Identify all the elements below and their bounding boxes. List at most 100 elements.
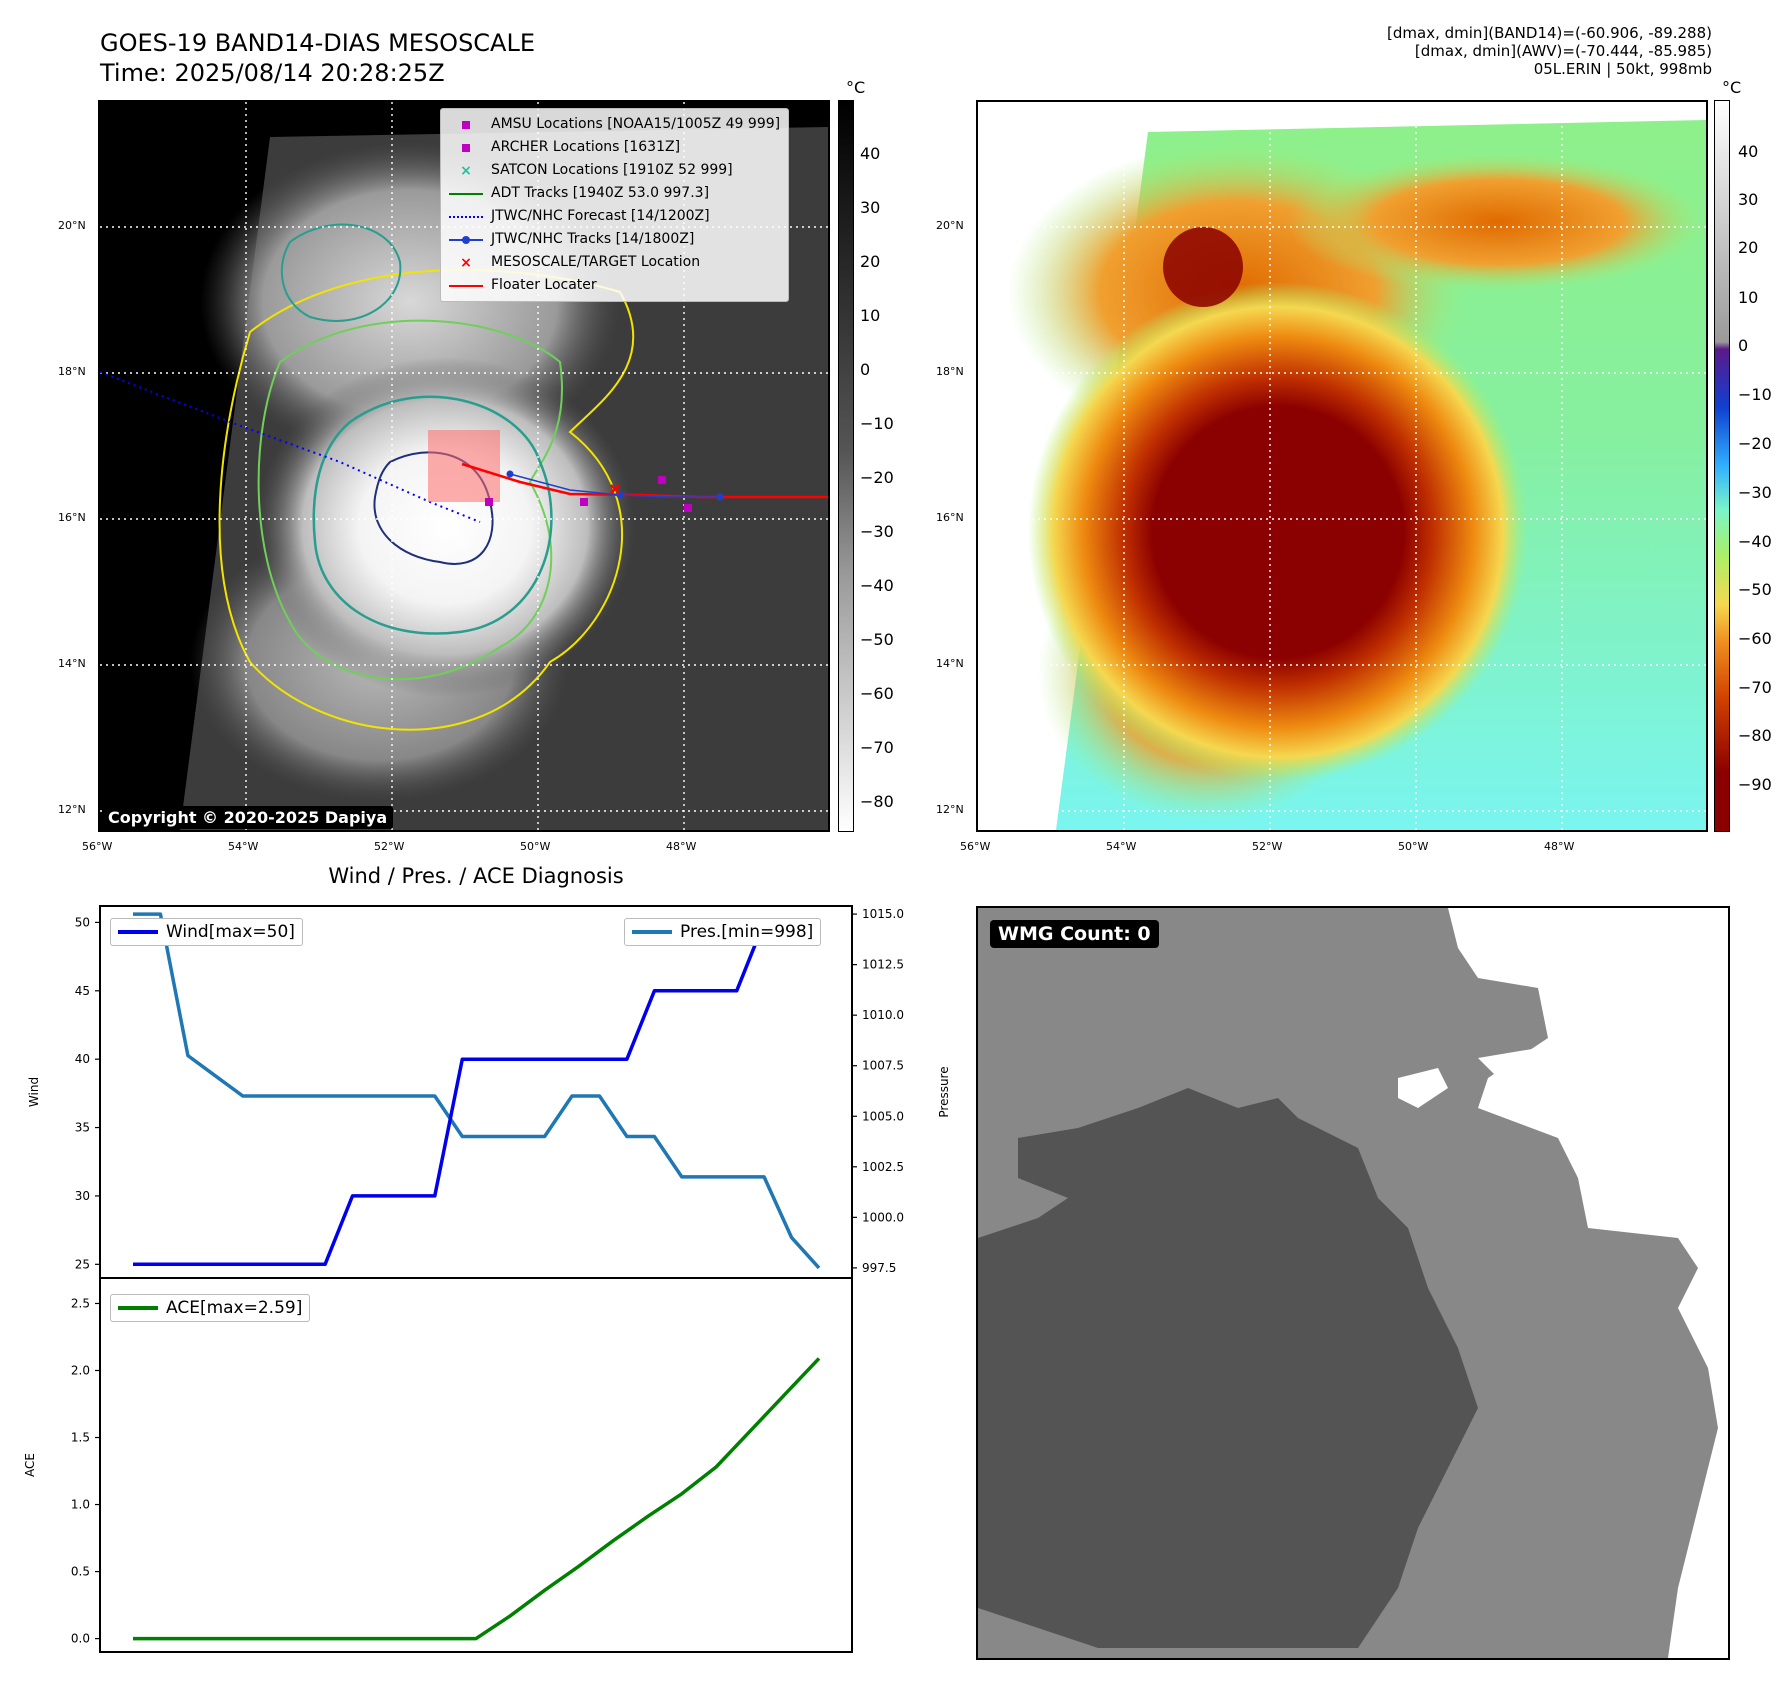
colorbar-left-tick: 0 (860, 360, 871, 379)
lon-label: 56°W (960, 840, 991, 853)
mesoscale-box (428, 430, 500, 502)
colorbar-right-tick: −10 (1738, 385, 1772, 404)
title-line-2: Time: 2025/08/14 20:28:25Z (100, 59, 445, 87)
enhanced-ir-image (978, 102, 1706, 830)
colorbar-right-tick: 30 (1738, 190, 1759, 209)
wmg-dark-region (978, 1088, 1478, 1648)
colorbar-left-unit: °C (846, 78, 866, 97)
lon-label: 50°W (520, 840, 551, 853)
colorbar-right-tick: −70 (1738, 678, 1772, 697)
colorbar-left-tick: −50 (860, 630, 894, 649)
stats-block: [dmax, dmin](BAND14)=(-60.906, -89.288) … (1387, 24, 1712, 78)
archer-marker (658, 476, 666, 484)
northern-cold-spot (1163, 227, 1243, 307)
title-line-1: GOES-19 BAND14-DIAS MESOSCALE (100, 29, 536, 57)
colorbar-left-tick: −20 (860, 468, 894, 487)
legend-label: JTWC/NHC Forecast [14/1200Z] (491, 208, 710, 224)
pressure-axis-title: Pressure (937, 1066, 951, 1117)
map-legend: AMSU Locations [NOAA15/1005Z 49 999] ARC… (440, 108, 790, 302)
ace-legend-line-icon (118, 1306, 158, 1310)
colorbar-right (1714, 100, 1730, 832)
lon-label: 52°W (374, 840, 405, 853)
legend-item-satcon: × SATCON Locations [1910Z 52 999] (449, 159, 780, 182)
ace-axis-title: ACE (23, 1453, 37, 1477)
legend-label: Floater Locater (491, 277, 597, 293)
wmg-panel: WMG Count: 0 (976, 906, 1730, 1660)
pressure-legend-label: Pres.[min=998] (680, 922, 814, 942)
ace-tick-label: 0.0 (71, 1632, 90, 1646)
square-marker-icon (449, 118, 483, 132)
legend-item-target: × MESOSCALE/TARGET Location (449, 251, 780, 274)
colorbar-left-tick: −80 (860, 792, 894, 811)
pressure-tick-label: 997.5 (862, 1261, 896, 1275)
pressure-tick-label: 1007.5 (862, 1059, 904, 1073)
dotted-line-icon (449, 210, 483, 224)
colorbar-right-tick: −60 (1738, 629, 1772, 648)
colorbar-left-tick: 10 (860, 306, 881, 325)
stats-line-1: [dmax, dmin](BAND14)=(-60.906, -89.288) (1387, 24, 1712, 42)
colorbar-left-tick: 30 (860, 198, 881, 217)
ace-frame (99, 1277, 853, 1653)
lat-label: 14°N (936, 657, 964, 670)
lon-label: 50°W (1398, 840, 1429, 853)
lon-label: 48°W (666, 840, 697, 853)
colorbar-right-unit: °C (1722, 78, 1742, 97)
legend-label: ARCHER Locations [1631Z] (491, 139, 681, 155)
pressure-legend: Pres.[min=998] (624, 918, 822, 946)
legend-item-amsu: AMSU Locations [NOAA15/1005Z 49 999] (449, 113, 780, 136)
colorbar-right-tick: 40 (1738, 142, 1759, 161)
pressure-tick-label: 1002.5 (862, 1160, 904, 1174)
lon-label: 48°W (1544, 840, 1575, 853)
x-marker-icon: × (460, 254, 472, 271)
storm-core (255, 357, 635, 697)
colorbar-right-tick: −20 (1738, 434, 1772, 453)
colorbar-left-tick: 40 (860, 144, 881, 163)
lat-label: 20°N (58, 219, 86, 232)
colorbar-right-tick: −90 (1738, 775, 1772, 794)
legend-item-forecast: JTWC/NHC Forecast [14/1200Z] (449, 205, 780, 228)
lat-label: 18°N (936, 365, 964, 378)
wmg-clear-gap (1398, 1068, 1448, 1108)
pressure-legend-line-icon (632, 930, 672, 934)
ace-tick-label: 1.5 (71, 1431, 90, 1445)
colorbar-left-tick: −70 (860, 738, 894, 757)
pressure-series-line (133, 912, 821, 1270)
satellite-ir-panel: AMSU Locations [NOAA15/1005Z 49 999] ARC… (98, 100, 830, 832)
gridlines (978, 102, 1706, 830)
diagnosis-title: Wind / Pres. / ACE Diagnosis (328, 864, 624, 888)
enhanced-ir-panel (976, 100, 1708, 832)
legend-item-tracks: JTWC/NHC Tracks [14/1800Z] (449, 228, 780, 251)
wmg-count-badge: WMG Count: 0 (990, 920, 1159, 948)
colorbar-left (838, 100, 854, 832)
colorbar-left-tick: 20 (860, 252, 881, 271)
lat-label: 16°N (58, 511, 86, 524)
wind-tick-label: 25 (75, 1257, 90, 1271)
wind-tick-label: 45 (75, 984, 90, 998)
contour-teal-north (280, 223, 402, 322)
ace-tick-label: 1.0 (71, 1498, 90, 1512)
lon-label: 52°W (1252, 840, 1283, 853)
amsu-marker (580, 498, 588, 506)
archer-marker (684, 504, 692, 512)
pressure-tick-label: 1015.0 (862, 907, 904, 921)
ace-series-line (133, 1357, 821, 1641)
pressure-tick-label: 1005.0 (862, 1109, 904, 1123)
diagnosis-chart: 50 45 40 35 30 25 1015.0 1012.5 1010.0 1007.5 1005… (23, 905, 951, 1653)
wind-tick-label: 30 (75, 1189, 90, 1203)
lat-label: 12°N (58, 803, 86, 816)
track-point (506, 470, 514, 478)
forecast-track (100, 371, 481, 523)
lat-label: 20°N (936, 219, 964, 232)
colorbar-right-tick: −80 (1738, 726, 1772, 745)
colorbar-right-tick: 0 (1738, 336, 1749, 355)
dot-line-icon (449, 233, 483, 247)
colorbar-left-tick: −10 (860, 414, 894, 433)
stats-line-3: 05L.ERIN | 50kt, 998mb (1533, 60, 1712, 78)
lat-label: 12°N (936, 803, 964, 816)
northern-band (1288, 152, 1706, 292)
colorbar-right-tick: −30 (1738, 483, 1772, 502)
x-marker-icon: × (460, 162, 472, 179)
contour-green (257, 319, 563, 681)
stats-line-2: [dmax, dmin](AWV)=(-70.444, -85.985) (1414, 42, 1712, 60)
colorbar-right-tick: −50 (1738, 580, 1772, 599)
